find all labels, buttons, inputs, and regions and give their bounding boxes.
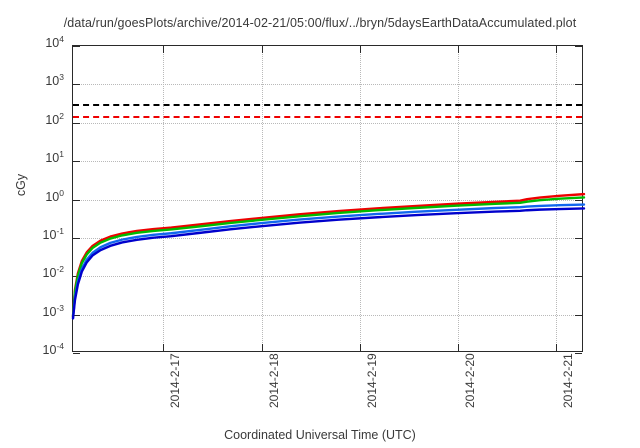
vertical-gridline [163, 46, 165, 351]
y-tick-mark [575, 199, 582, 201]
horizontal-gridline [73, 122, 582, 124]
y-tick-mark [575, 46, 582, 47]
plot-axes [71, 45, 586, 354]
y-tick-mark [73, 122, 80, 124]
x-tick-mark [556, 344, 558, 351]
horizontal-gridline [73, 237, 582, 239]
y-tick-mark [73, 46, 80, 47]
series-red [71, 192, 586, 318]
black-threshold [73, 104, 582, 107]
vertical-gridline [458, 46, 460, 351]
x-tick-mark [261, 344, 263, 351]
page-title: /data/run/goesPlots/archive/2014-02-21/0… [63, 16, 577, 30]
y-tick-label: 10-4 [42, 340, 64, 357]
y-tick-mark [73, 84, 80, 86]
y-tick-label: 10-2 [42, 264, 64, 281]
horizontal-gridline [73, 161, 582, 163]
y-tick-mark [73, 199, 80, 201]
x-tick-mark [163, 46, 165, 53]
horizontal-gridline [73, 199, 582, 201]
x-tick-mark [163, 344, 165, 351]
y-tick-label: 100 [45, 187, 64, 204]
vertical-gridline [261, 46, 263, 351]
series-light-blue [71, 203, 586, 320]
y-tick-label: 10-3 [42, 302, 64, 319]
x-axis-title: Coordinated Universal Time (UTC) [224, 428, 416, 442]
x-tick-mark [458, 344, 460, 351]
y-tick-mark [575, 84, 582, 86]
x-tick-label: 2014-2-19 [364, 353, 379, 408]
y-tick-mark [575, 122, 582, 124]
horizontal-gridline [73, 314, 582, 316]
y-tick-label: 102 [45, 110, 64, 127]
horizontal-gridline [73, 84, 582, 86]
x-tick-label: 2014-2-17 [168, 353, 183, 408]
data-series [71, 192, 586, 320]
x-tick-mark [458, 46, 460, 53]
y-tick-mark [575, 314, 582, 316]
y-tick-mark [73, 314, 80, 316]
y-tick-label: 104 [45, 33, 64, 50]
x-tick-mark [359, 46, 361, 53]
horizontal-gridline [73, 276, 582, 278]
y-tick-mark [73, 237, 80, 239]
y-tick-label: 10-1 [42, 225, 64, 242]
y-tick-mark [575, 353, 582, 354]
x-tick-label: 2014-2-21 [561, 353, 576, 408]
y-tick-mark [73, 161, 80, 163]
x-tick-mark [556, 46, 558, 53]
red-threshold [73, 115, 582, 118]
x-tick-mark [261, 46, 263, 53]
vertical-gridline [359, 46, 361, 351]
series-dark-blue [71, 207, 586, 320]
y-axis-title: cGy [14, 173, 28, 197]
y-tick-label: 101 [45, 148, 64, 166]
x-tick-label: 2014-2-20 [463, 353, 478, 408]
x-tick-label: 2014-2-18 [266, 353, 281, 408]
series-green [71, 196, 586, 318]
x-tick-mark [359, 344, 361, 351]
y-tick-mark [575, 161, 582, 163]
y-tick-mark [575, 237, 582, 239]
y-tick-label: 103 [45, 72, 64, 89]
y-tick-mark [73, 353, 80, 354]
y-tick-mark [575, 276, 582, 278]
